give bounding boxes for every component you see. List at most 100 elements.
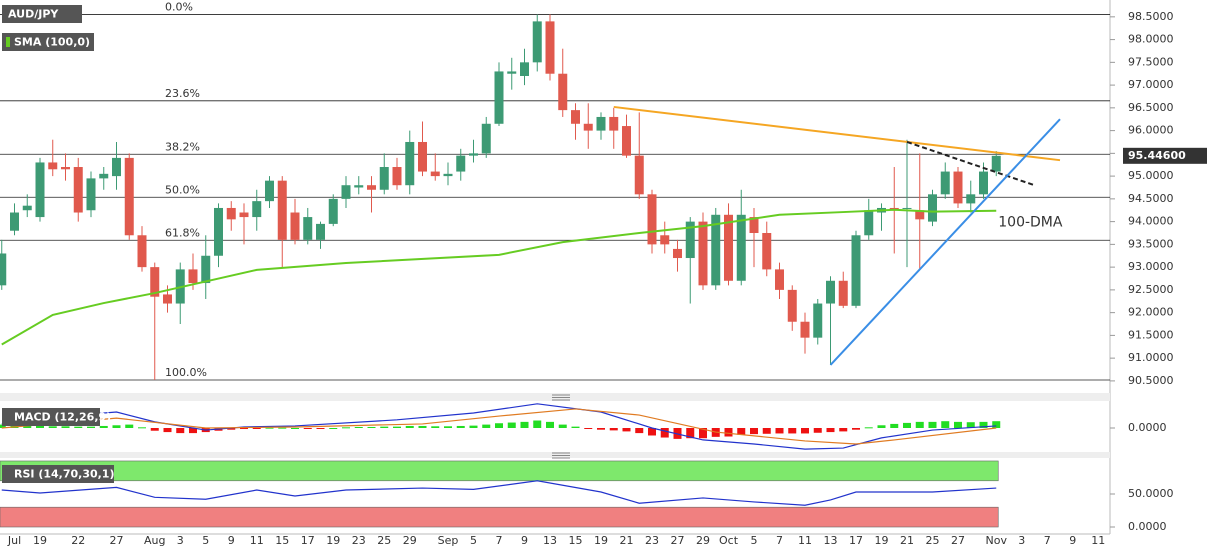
histogram-bar — [10, 424, 19, 428]
fib-label: 61.8% — [165, 226, 200, 239]
histogram-bar — [571, 426, 580, 428]
symbol-label: AUD/JPY — [8, 8, 59, 21]
candle-body — [660, 235, 670, 245]
histogram-bar — [648, 428, 656, 436]
candle-body — [10, 212, 19, 231]
histogram-bar — [724, 428, 733, 437]
histogram-bar — [125, 424, 134, 428]
x-tick-label: 7 — [776, 534, 783, 547]
histogram-bar — [966, 422, 975, 428]
y-tick-label: 94.5000 — [1128, 192, 1174, 205]
histogram-bar — [992, 421, 1001, 428]
histogram-bar — [558, 424, 567, 428]
rsi-band — [0, 460, 999, 482]
x-tick-label: 9 — [521, 534, 528, 547]
histogram-bar — [839, 428, 848, 432]
fib-label: 23.6% — [165, 87, 200, 100]
candle-body — [73, 167, 83, 213]
indicator-swatch — [6, 37, 10, 47]
y-tick-label: 94.0000 — [1128, 215, 1174, 228]
x-tick-label: 3 — [1018, 534, 1025, 547]
candle-body — [481, 123, 491, 154]
last-price-box — [1123, 147, 1207, 164]
histogram-bar — [533, 420, 542, 428]
fib-label: 100.0% — [165, 366, 207, 379]
x-tick-label: 22 — [71, 534, 85, 547]
histogram-bar — [163, 428, 172, 433]
histogram-bar — [609, 428, 618, 431]
histogram-bar — [87, 426, 95, 428]
x-tick-label: 5 — [751, 534, 758, 547]
candle-body — [940, 171, 950, 195]
histogram-bar — [252, 428, 261, 429]
candle-body — [99, 173, 109, 179]
x-tick-label: 15 — [275, 534, 289, 547]
candle-body — [545, 21, 555, 74]
x-tick-label: 13 — [543, 534, 557, 547]
candle-body — [22, 205, 32, 211]
candle-body — [494, 71, 504, 124]
x-tick-label: 21 — [620, 534, 634, 547]
x-tick-label: 19 — [875, 534, 889, 547]
x-tick-label: 29 — [696, 534, 710, 547]
histogram-bar — [36, 425, 44, 428]
annotation: 100-DMA — [998, 215, 1063, 231]
histogram-bar — [788, 428, 797, 434]
candle-body — [787, 289, 797, 322]
x-tick-label: 17 — [849, 534, 863, 547]
histogram-bar — [0, 424, 6, 428]
x-tick-label: 29 — [403, 534, 417, 547]
y-tick-label: 98.0000 — [1128, 33, 1174, 46]
candle-body — [762, 232, 772, 270]
candle-body — [163, 294, 172, 304]
histogram-bar — [227, 428, 236, 430]
candle-body — [469, 153, 478, 156]
x-tick-label: 23 — [645, 534, 659, 547]
histogram-bar — [380, 426, 389, 428]
histogram-bar — [240, 428, 248, 430]
candle-body — [979, 171, 988, 195]
histogram-bar — [291, 428, 299, 429]
y-tick-label: 97.5000 — [1128, 55, 1174, 68]
histogram-bar — [431, 426, 440, 428]
candle-body — [966, 194, 976, 204]
x-tick-label: 15 — [569, 534, 583, 547]
candle-body — [711, 214, 721, 286]
candle-body — [520, 62, 529, 76]
histogram-bar — [660, 428, 669, 438]
histogram-bar — [622, 428, 631, 432]
rsi-box — [2, 465, 114, 483]
x-tick-label: 7 — [496, 534, 503, 547]
histogram-bar — [23, 425, 32, 428]
histogram-bar — [584, 428, 593, 429]
histogram-bar — [928, 421, 937, 428]
x-tick-label: Aug — [144, 534, 165, 547]
y-tick-label: 96.0000 — [1128, 124, 1174, 137]
sma-label: SMA (100,0) — [14, 36, 90, 49]
candle-body — [826, 280, 835, 304]
y-tick-label: 93.0000 — [1128, 260, 1174, 273]
sma-line — [1, 208, 997, 346]
trend-line — [829, 118, 1061, 366]
candle-body — [902, 207, 912, 209]
candle-body — [583, 123, 593, 131]
candle-body — [354, 185, 364, 188]
candle-body — [112, 157, 121, 177]
x-tick-label: 13 — [824, 534, 838, 547]
candle-body — [379, 167, 389, 190]
histogram-bar — [507, 422, 516, 428]
histogram-bar — [954, 421, 962, 428]
candle-body — [864, 210, 874, 236]
pane-handle — [552, 394, 570, 459]
histogram-bar — [74, 426, 83, 428]
x-tick-label: 11 — [798, 534, 812, 547]
y-tick-label: 90.5000 — [1128, 374, 1174, 387]
histogram-bar — [329, 428, 338, 429]
x-tick-label: 3 — [177, 534, 184, 547]
candle-body — [953, 171, 963, 204]
y-tick-label: 50.0000 — [1128, 487, 1174, 500]
candle-body — [430, 171, 440, 177]
macd-label: MACD (12,26,9) — [14, 411, 111, 424]
y-tick-label: 95.0000 — [1128, 169, 1174, 182]
